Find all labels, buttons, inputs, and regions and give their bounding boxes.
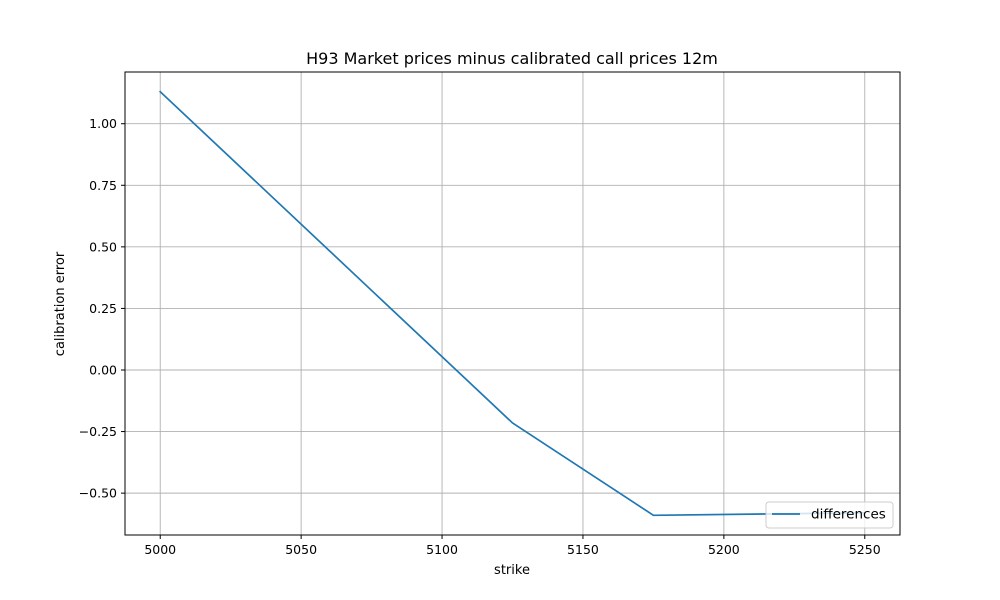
x-tick-label: 5000 xyxy=(144,542,176,557)
y-tick-label: 0.50 xyxy=(89,239,117,254)
x-axis-ticks: 5000 5050 5100 5150 5200 5250 xyxy=(144,535,881,557)
y-tick-label: 0.00 xyxy=(89,362,117,377)
x-tick-label: 5100 xyxy=(426,542,458,557)
y-tick-label: −0.25 xyxy=(79,424,117,439)
y-tick-label: 0.75 xyxy=(89,178,117,193)
legend: differences xyxy=(765,501,894,529)
series-line-differences xyxy=(159,90,866,517)
legend-box xyxy=(765,501,894,529)
x-axis-label: strike xyxy=(494,563,530,578)
y-tick-label: 0.25 xyxy=(89,301,117,316)
x-tick-label: 5150 xyxy=(567,542,599,557)
x-tick-label: 5250 xyxy=(849,542,881,557)
plot-area xyxy=(159,90,866,517)
y-axis-label: calibration error xyxy=(53,251,68,356)
legend-label-differences: differences xyxy=(811,507,886,523)
x-tick-label: 5200 xyxy=(708,542,740,557)
grid xyxy=(125,72,900,535)
y-tick-label: −0.50 xyxy=(79,486,117,501)
y-tick-label: 1.00 xyxy=(89,116,117,131)
y-axis-ticks: −0.50 −0.25 0.00 0.25 0.50 0.75 1.00 xyxy=(79,116,125,501)
chart-title: H93 Market prices minus calibrated call … xyxy=(306,49,718,68)
axes-frame xyxy=(124,71,901,536)
x-tick-label: 5050 xyxy=(285,542,317,557)
